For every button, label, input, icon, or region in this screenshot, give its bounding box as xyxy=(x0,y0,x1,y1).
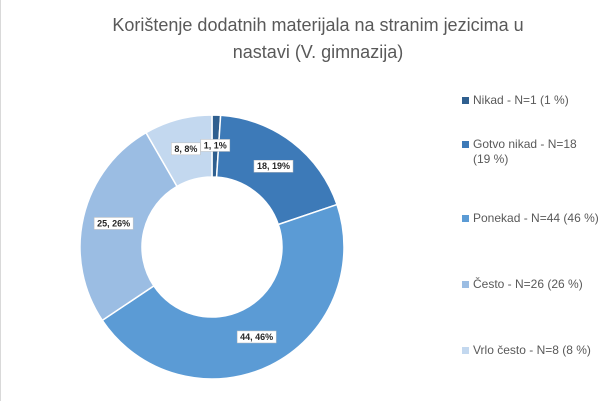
data-label: 18, 19% xyxy=(257,161,290,171)
legend-item: Vrlo često - N=8 (8 %) xyxy=(462,343,591,358)
legend-item: Ponekad - N=44 (46 %) xyxy=(462,211,599,226)
chart-title: nastavi (V. gimnazija) xyxy=(233,42,403,62)
legend-item: Gotvo nikad - N=18 (19 %) xyxy=(462,137,588,167)
data-label: 8, 8% xyxy=(174,144,197,154)
legend-item: Često - N=26 (26 %) xyxy=(462,277,583,292)
data-label-box xyxy=(171,142,201,156)
legend-swatch xyxy=(462,141,469,148)
legend-label: Često - N=26 (26 %) xyxy=(473,277,583,291)
chart-title: Korištenje dodatnih materijala na strani… xyxy=(112,15,523,35)
data-label-box xyxy=(200,139,231,152)
data-label-box xyxy=(236,330,277,344)
legend: Nikad - N=1 (1 %) Gotvo nikad - N=18 (19 … xyxy=(462,0,609,401)
legend-swatch xyxy=(462,281,469,288)
legend-label: Gotvo nikad - N=18 (19 %) xyxy=(473,137,577,166)
data-label-box xyxy=(253,159,294,173)
legend-label: Vrlo često - N=8 (8 %) xyxy=(473,343,591,357)
legend-item: Nikad - N=1 (1 %) xyxy=(462,93,569,108)
data-label: 25, 26% xyxy=(97,218,130,228)
legend-swatch xyxy=(462,215,469,222)
data-label: 1, 1% xyxy=(204,140,227,150)
data-label-box xyxy=(93,217,134,230)
donut-slice xyxy=(101,203,345,380)
data-label: 44, 46% xyxy=(240,332,273,342)
legend-label: Ponekad - N=44 (46 %) xyxy=(473,211,599,225)
legend-label: Nikad - N=1 (1 %) xyxy=(473,93,569,107)
legend-swatch xyxy=(462,347,469,354)
legend-swatch xyxy=(462,97,469,104)
